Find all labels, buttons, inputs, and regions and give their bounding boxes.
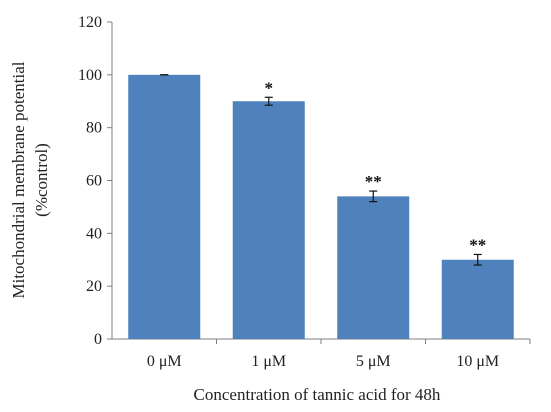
y-axis-title: Mitochondrial membrane potential (%contr…: [9, 61, 51, 298]
y-tick-label: 120: [78, 14, 102, 31]
significance-label: **: [365, 172, 382, 191]
y-tick-label: 100: [78, 67, 102, 84]
bar: [128, 74, 201, 339]
x-tick-label: 10 μM: [456, 353, 499, 370]
x-axis-title: Concentration of tannic acid for 48h: [194, 385, 441, 404]
bar: [337, 196, 410, 339]
y-axis-title-line-1: Mitochondrial membrane potential: [9, 61, 28, 298]
x-tick-label: 1 μM: [251, 353, 286, 370]
y-tick-label: 40: [86, 225, 102, 242]
x-tick-label: 5 μM: [356, 353, 391, 370]
y-tick-label: 20: [86, 278, 102, 295]
y-axis-title-line-2: (%control): [32, 143, 51, 217]
significance-label: **: [469, 235, 486, 254]
y-tick-label: 80: [86, 120, 102, 137]
bar: [441, 259, 514, 339]
bar: [232, 101, 305, 339]
y-tick-label: 60: [86, 173, 102, 190]
plot-area: 0 20 40 60 80 100 120 0 μM * 1 μM ** 5 μM ** 10 μM: [78, 14, 531, 370]
significance-label: *: [265, 78, 274, 97]
x-tick-label: 0 μM: [147, 353, 182, 370]
y-tick-label: 0: [94, 331, 102, 348]
